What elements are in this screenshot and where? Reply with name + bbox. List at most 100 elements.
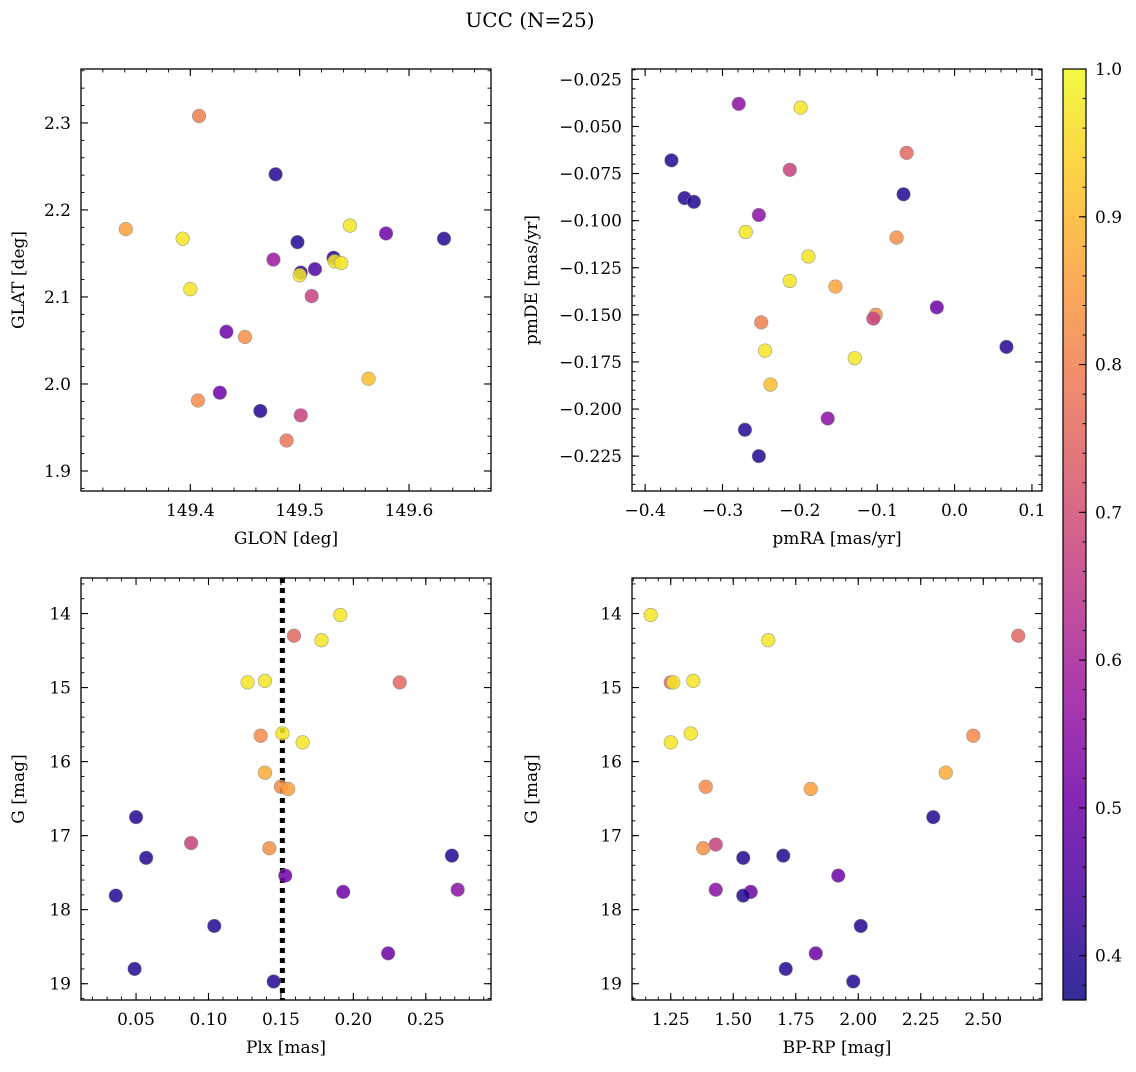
colorbar-tick-label: 0.7 xyxy=(1095,503,1122,523)
data-point xyxy=(275,726,290,741)
data-point xyxy=(207,918,222,934)
subplot-3: 0.05 0.10 0.15 0.20 0.25 14 15 16 17 18 19 Plx [mas… xyxy=(9,577,492,1058)
y-tick-label: 2.0 xyxy=(44,375,71,395)
data-point xyxy=(314,633,329,648)
data-point xyxy=(281,781,296,797)
x-tick-label: 0.1 xyxy=(1018,501,1045,521)
x-tick-label: −0.2 xyxy=(779,501,820,521)
axes-frame xyxy=(80,68,492,492)
subplot-2: −0.4 −0.3 −0.2 −0.1 0.0 0.1 −0.025 −0.050 −0.075… xyxy=(522,68,1045,549)
axes-frame xyxy=(80,577,492,1001)
x-axis-label: Plx [mas] xyxy=(246,1038,326,1058)
data-point xyxy=(696,841,711,856)
data-point xyxy=(333,607,348,623)
x-axis-label: pmRA [mas/yr] xyxy=(772,529,901,549)
data-point xyxy=(334,255,349,271)
data-point xyxy=(751,207,766,223)
data-point xyxy=(938,765,953,780)
data-point xyxy=(866,311,881,326)
y-tick-label: 16 xyxy=(600,753,622,773)
y-tick-label: 2.3 xyxy=(44,114,71,134)
data-point xyxy=(279,433,294,448)
y-axis-label: G [mag] xyxy=(9,754,29,823)
x-tick-label: 0.15 xyxy=(262,1010,300,1030)
data-point xyxy=(381,946,396,961)
data-point xyxy=(663,735,678,750)
data-point xyxy=(708,882,723,897)
y-tick-label: 18 xyxy=(600,901,622,921)
figure-title: UCC (N=25) xyxy=(465,8,594,32)
y-tick-label: −0.200 xyxy=(559,400,622,420)
data-point xyxy=(778,961,793,977)
data-point xyxy=(127,961,142,977)
y-tick-label: −0.100 xyxy=(559,212,622,232)
data-point xyxy=(801,249,816,264)
data-point xyxy=(966,728,981,743)
data-point xyxy=(782,273,797,289)
points-group xyxy=(643,607,1026,989)
data-point xyxy=(293,408,308,423)
y-tick-label: 14 xyxy=(49,605,71,625)
data-point xyxy=(268,167,283,182)
x-tick-label: −0.3 xyxy=(702,501,743,521)
x-tick-label: 0.05 xyxy=(117,1010,155,1030)
data-point xyxy=(731,96,746,111)
data-point xyxy=(304,288,319,304)
data-point xyxy=(183,282,198,297)
y-tick-label: 18 xyxy=(49,901,71,921)
data-point xyxy=(190,393,206,408)
data-point xyxy=(257,765,273,780)
data-point xyxy=(212,385,227,400)
x-tick-label: 149.5 xyxy=(275,501,324,521)
data-point xyxy=(847,351,862,366)
y-axis-label: GLAT [deg] xyxy=(9,231,29,329)
data-point xyxy=(686,673,701,689)
points-group xyxy=(118,108,452,448)
data-point xyxy=(828,279,843,294)
axes-frame xyxy=(631,577,1043,1001)
y-axis-label: pmDE [mas/yr] xyxy=(522,215,542,345)
y-tick-label: 15 xyxy=(49,679,71,699)
y-tick-label: −0.050 xyxy=(559,117,622,137)
data-point xyxy=(708,837,723,852)
data-point xyxy=(436,231,452,246)
axes-frame xyxy=(631,68,1043,492)
x-axis-label: GLON [deg] xyxy=(234,529,338,549)
data-point xyxy=(307,262,323,277)
x-tick-label: 149.4 xyxy=(166,501,215,521)
data-point xyxy=(820,411,835,426)
data-point xyxy=(698,779,713,794)
y-tick-label: 16 xyxy=(49,753,71,773)
x-tick-label: −0.4 xyxy=(625,501,666,521)
x-tick-label: 0.20 xyxy=(334,1010,372,1030)
data-point xyxy=(292,268,307,283)
x-tick-label: 2.25 xyxy=(902,1010,940,1030)
data-point xyxy=(191,108,207,124)
data-point xyxy=(392,675,407,690)
y-tick-label: 14 xyxy=(600,605,622,625)
y-tick-label: 15 xyxy=(600,679,622,699)
y-tick-label: 2.2 xyxy=(44,201,71,221)
y-tick-label: −0.025 xyxy=(559,70,622,90)
data-point xyxy=(664,153,679,168)
data-point xyxy=(266,974,281,989)
data-point xyxy=(295,735,310,750)
colorbar-tick-label: 0.9 xyxy=(1095,208,1122,228)
x-tick-label: 0.10 xyxy=(190,1010,228,1030)
colorbar-tick-label: 0.8 xyxy=(1095,356,1122,376)
data-point xyxy=(889,230,904,245)
y-tick-label: 17 xyxy=(600,827,622,847)
points-group xyxy=(664,96,1014,464)
data-point xyxy=(240,675,255,690)
y-axis-label: G [mag] xyxy=(522,754,542,823)
data-point xyxy=(776,848,791,863)
data-point xyxy=(450,882,465,897)
colorbar-tick-label: 0.5 xyxy=(1095,799,1122,819)
data-point xyxy=(108,888,123,903)
colorbar-frame xyxy=(1062,68,1087,1001)
y-tick-label: −0.175 xyxy=(559,353,622,373)
data-point xyxy=(378,226,394,241)
data-point xyxy=(290,235,305,250)
